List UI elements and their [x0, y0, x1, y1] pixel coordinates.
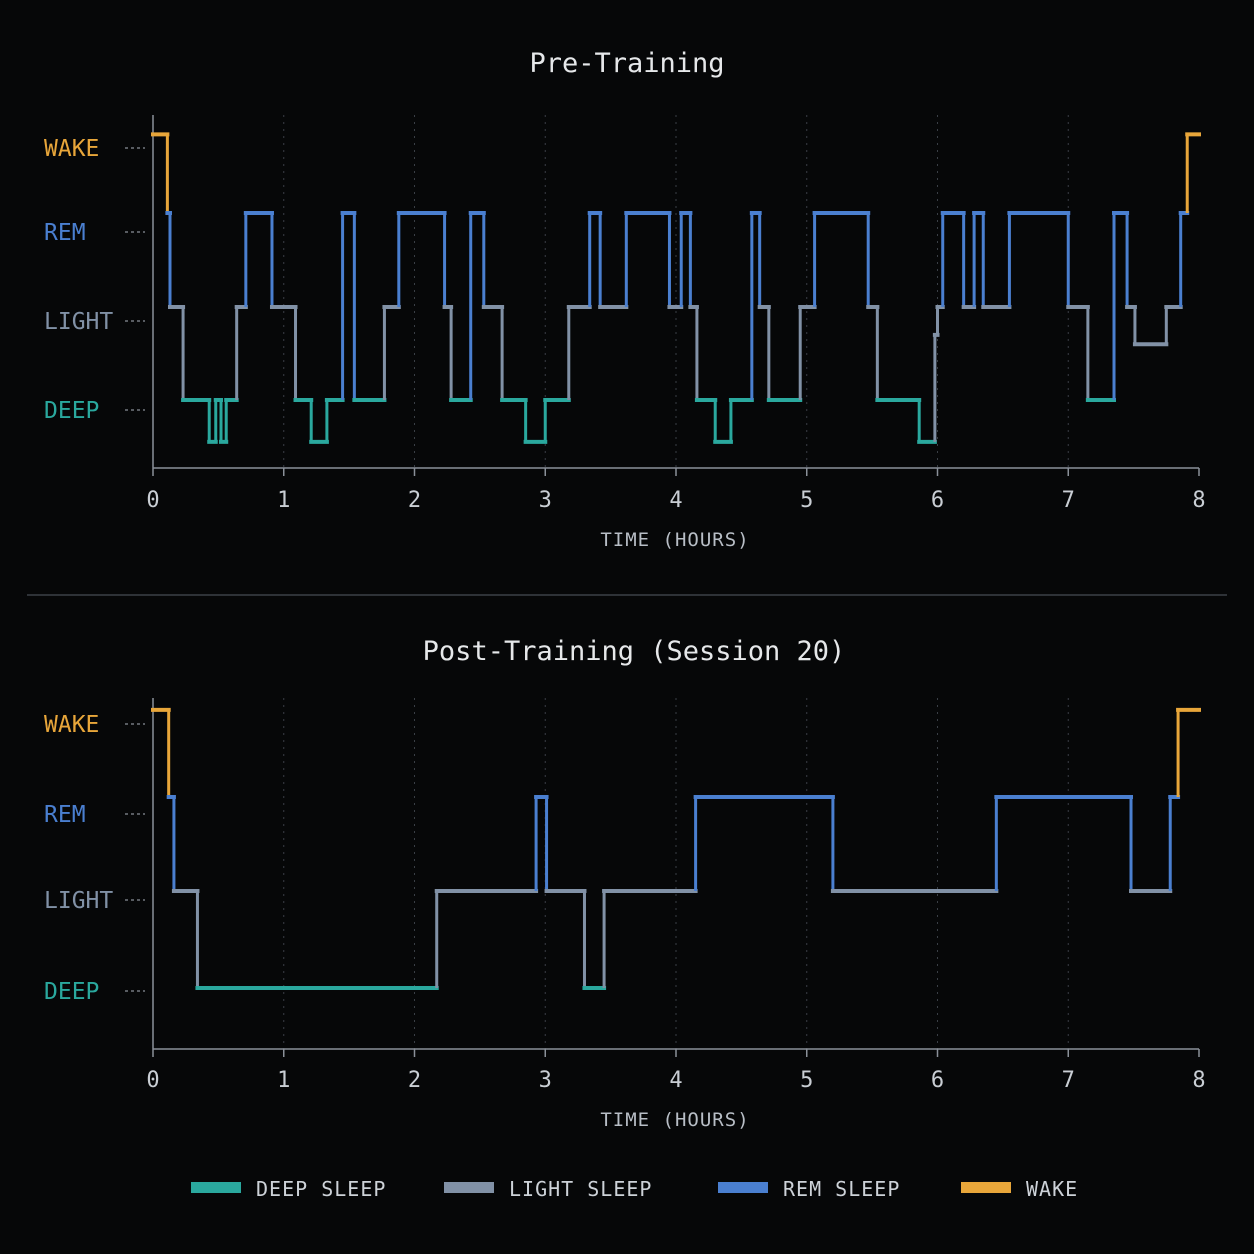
- legend-label-rem: REM SLEEP: [783, 1177, 900, 1201]
- post-training-x-axis: 0 1 2 3 4 5 6 7 8: [146, 698, 1206, 1093]
- y-tick-label-light: LIGHT: [44, 309, 113, 335]
- x-tick-label: 5: [800, 488, 813, 513]
- pre-training-title: Pre-Training: [529, 48, 724, 79]
- x-tick-label: 8: [1192, 1068, 1205, 1093]
- legend-swatch-light: [444, 1182, 494, 1193]
- pre-training-x-axis: 0 1 2 3 4 5 6 7 8: [146, 115, 1206, 513]
- x-tick-label: 6: [931, 488, 944, 513]
- post-training-x-label: TIME (HOURS): [600, 1109, 749, 1131]
- y-tick-label-deep: DEEP: [44, 979, 99, 1005]
- y-tick-label-deep: DEEP: [44, 398, 99, 424]
- pre-training-x-label: TIME (HOURS): [600, 529, 749, 551]
- post-training-hypnogram: [151, 707, 1201, 990]
- x-tick-label: 1: [277, 488, 290, 513]
- y-tick-label-wake: WAKE: [44, 136, 99, 162]
- y-tick-label-light: LIGHT: [44, 888, 113, 914]
- post-training-title: Post-Training (Session 20): [423, 636, 846, 667]
- x-tick-label: 3: [539, 488, 552, 513]
- legend-label-wake: WAKE: [1026, 1177, 1078, 1201]
- x-tick-label: 3: [539, 1068, 552, 1093]
- y-tick-label-rem: REM: [44, 220, 86, 246]
- x-tick-label: 5: [800, 1068, 813, 1093]
- x-tick-label: 7: [1062, 488, 1075, 513]
- pre-training-grid: [283, 115, 1069, 468]
- legend-swatch-deep: [191, 1182, 241, 1193]
- x-tick-label: 2: [408, 1068, 421, 1093]
- legend-label-deep: DEEP SLEEP: [256, 1177, 386, 1201]
- x-tick-label: 0: [146, 1068, 159, 1093]
- x-tick-label: 0: [146, 488, 159, 513]
- x-tick-label: 2: [408, 488, 421, 513]
- post-training-panel: Post-Training (Session 20) WAKE REM LIGHT D…: [44, 636, 1206, 1131]
- y-tick-label-wake: WAKE: [44, 712, 99, 738]
- pre-training-y-axis: WAKE REM LIGHT DEEP: [44, 136, 145, 424]
- post-training-y-axis: WAKE REM LIGHT DEEP: [44, 712, 145, 1005]
- legend-label-light: LIGHT SLEEP: [509, 1177, 652, 1201]
- pre-training-hypnogram: [151, 132, 1201, 444]
- x-tick-label: 8: [1192, 488, 1205, 513]
- x-tick-label: 4: [669, 488, 682, 513]
- x-tick-label: 4: [669, 1068, 682, 1093]
- legend: DEEP SLEEP LIGHT SLEEP REM SLEEP WAKE: [191, 1177, 1078, 1201]
- x-tick-label: 7: [1062, 1068, 1075, 1093]
- legend-swatch-wake: [961, 1182, 1011, 1193]
- x-tick-label: 6: [931, 1068, 944, 1093]
- x-tick-label: 1: [277, 1068, 290, 1093]
- legend-swatch-rem: [718, 1182, 768, 1193]
- y-tick-label-rem: REM: [44, 802, 86, 828]
